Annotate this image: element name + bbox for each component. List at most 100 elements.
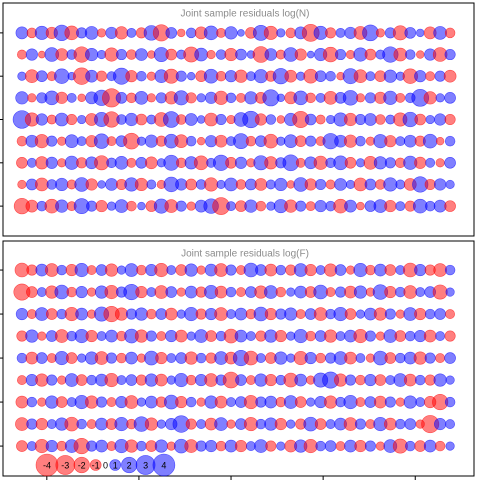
residual-bubble (184, 263, 198, 277)
residual-bubble (445, 419, 456, 429)
residual-bubble (95, 439, 108, 453)
residual-bubble (333, 373, 348, 387)
residual-bubble (216, 27, 226, 38)
residual-bubble (276, 441, 286, 451)
chart-title: Joint sample residuals log(F) (181, 249, 309, 260)
residual-bubble (395, 352, 406, 364)
residual-bubble (265, 440, 277, 452)
residual-bubble (243, 417, 258, 432)
residual-bubble (443, 69, 457, 83)
residual-bubble (395, 136, 406, 147)
legend-bubble (89, 459, 102, 471)
residual-bubble (444, 264, 456, 276)
residual-bubble (353, 69, 368, 83)
residual-bubble (434, 178, 447, 191)
residual-bubble (435, 158, 445, 168)
residual-bubble (137, 201, 146, 211)
residual-bubble (226, 201, 236, 212)
residual-bubble (295, 157, 306, 168)
residual-bubble (355, 397, 366, 407)
residual-bubble (393, 47, 408, 62)
residual-bubble (116, 375, 127, 385)
residual-bubble (25, 329, 39, 343)
residual-bubble (394, 330, 407, 342)
residual-bubble (35, 113, 48, 126)
residual-bubble (373, 307, 387, 321)
residual-bubble (56, 264, 67, 276)
residual-bubble (324, 395, 338, 409)
residual-bubble (54, 329, 69, 343)
residual-bubble (274, 351, 288, 365)
residual-bubble (55, 48, 69, 61)
residual-bubble (144, 134, 158, 148)
residual-bubble (146, 308, 157, 320)
residual-bubble (115, 92, 128, 104)
residual-bubble (175, 70, 187, 82)
residual-bubble (185, 92, 197, 104)
residual-bubble (444, 113, 456, 126)
residual-bubble (424, 200, 436, 212)
residual-bubble (124, 439, 139, 453)
residual-bubble (335, 27, 346, 38)
residual-bubble (404, 27, 417, 39)
residual-bubble (395, 397, 405, 407)
residual-bubble (305, 135, 317, 147)
residual-bubble (313, 284, 328, 300)
residual-bubble (16, 440, 28, 452)
residual-bubble (86, 265, 97, 275)
residual-bubble (355, 353, 366, 363)
residual-bubble (324, 329, 338, 343)
residual-bubble (104, 373, 119, 388)
residual-bubble (364, 440, 376, 452)
residual-bubble (97, 28, 107, 38)
residual-bubble (403, 373, 417, 387)
residual-bubble (433, 26, 447, 40)
residual-bubble (364, 373, 377, 387)
residual-bubble (55, 396, 68, 408)
residual-bubble (345, 374, 357, 386)
residual-bubble (413, 351, 427, 365)
residual-bubble (335, 441, 346, 451)
residual-bubble (176, 287, 186, 297)
residual-bubble (365, 264, 376, 276)
residual-bubble (236, 92, 246, 103)
residual-bubble (293, 329, 308, 344)
residual-bubble (313, 307, 328, 321)
residual-bubble (245, 135, 257, 147)
residual-bubble (355, 93, 366, 103)
residual-bubble (176, 114, 187, 125)
residual-bubble (205, 440, 218, 453)
residual-bubble (186, 201, 196, 211)
residual-bubble (26, 157, 37, 168)
residual-bubble (125, 70, 138, 83)
chart-title: Joint sample residuals log(N) (181, 9, 310, 20)
residual-bubble (77, 353, 87, 363)
residual-bubble (224, 26, 238, 40)
residual-bubble (415, 287, 426, 297)
residual-bubble (294, 373, 308, 387)
residual-bubble (343, 112, 358, 127)
residual-bubble (193, 155, 209, 171)
residual-bubble (155, 373, 168, 387)
residual-bubble (185, 374, 197, 386)
residual-bubble (184, 113, 198, 126)
residual-bubble (215, 70, 227, 82)
residual-bubble (126, 157, 137, 168)
residual-bubble (383, 69, 397, 83)
residual-bubble (237, 29, 245, 37)
residual-bubble (395, 92, 406, 103)
residual-bubble (196, 419, 207, 429)
residual-bubble (187, 72, 196, 81)
residual-bubble (125, 374, 138, 386)
residual-bubble (315, 114, 326, 125)
residual-bubble (45, 156, 58, 169)
residual-bubble (124, 263, 139, 277)
residual-bubble (17, 49, 27, 60)
residual-bubble (434, 418, 447, 431)
residual-bubble (416, 28, 425, 38)
residual-bubble (274, 329, 287, 343)
residual-bubble (145, 156, 158, 170)
residual-bubble (315, 265, 326, 275)
residual-bubble (344, 157, 357, 169)
residual-bubble (395, 201, 406, 212)
